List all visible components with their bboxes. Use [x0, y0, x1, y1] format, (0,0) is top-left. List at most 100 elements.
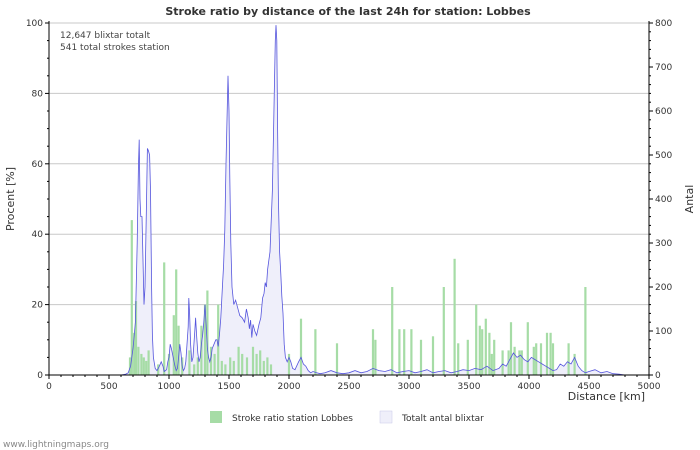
x-tick-label: 1000: [158, 382, 181, 392]
y-axis-left-label: Procent [%]: [4, 167, 17, 231]
bar-stroke-ratio: [245, 357, 249, 375]
bar-stroke-ratio: [177, 325, 180, 375]
area-fill-total-strokes: [121, 25, 625, 375]
bar-stroke-ratio: [128, 357, 132, 375]
bar-stroke-ratio: [188, 350, 191, 375]
bar-stroke-ratio: [203, 304, 207, 375]
bar-stroke-ratio: [259, 350, 262, 375]
bar-stroke-ratio: [269, 364, 273, 375]
y-left-tick-labels: 0 20 40 60 80 100: [26, 19, 43, 381]
annotation-station-strokes: 541 total strokes station: [60, 43, 170, 53]
y-left-tick-label: 20: [32, 301, 44, 311]
bar-stroke-ratio: [255, 353, 258, 375]
bar-stroke-ratio: [145, 360, 148, 375]
bar-stroke-ratio: [142, 357, 145, 375]
x-tick-label: 500: [100, 382, 117, 392]
bar-stroke-ratio: [287, 353, 291, 375]
bar-stroke-ratio: [535, 343, 538, 375]
bar-stroke-ratio: [220, 360, 223, 375]
y-left-tick-label: 80: [32, 89, 44, 99]
bar-stroke-ratio: [549, 332, 552, 375]
y-right-tick-label: 500: [655, 151, 672, 161]
y-right-tick-label: 100: [655, 327, 672, 337]
bar-stroke-ratio: [137, 346, 140, 375]
legend: Stroke ratio station Lobbes Totalt antal…: [210, 410, 484, 424]
y-right-tick-label: 800: [655, 19, 672, 29]
bar-stroke-ratio: [526, 322, 529, 375]
bar-stroke-ratio: [209, 346, 213, 375]
bar-stroke-ratio: [172, 315, 175, 375]
chart-title: Stroke ratio by distance of the last 24h…: [165, 5, 531, 18]
bar-stroke-ratio: [140, 353, 143, 375]
bar-stroke-ratio: [262, 360, 265, 375]
bar-stroke-ratio: [371, 329, 375, 375]
bar-stroke-ratio: [206, 290, 209, 375]
legend-swatch-stroke-ratio: [210, 411, 222, 423]
bar-stroke-ratio: [584, 287, 587, 375]
bar-stroke-ratio: [237, 346, 240, 375]
y-right-tick-labels: 0 100 200 300 400 500 600 700 800: [655, 19, 672, 381]
axes: [45, 21, 653, 379]
bar-stroke-ratio: [224, 364, 227, 375]
x-tick-label: 3000: [398, 382, 421, 392]
x-tick-label: 2000: [278, 382, 301, 392]
annotation-total-strokes: 12,647 blixtar totalt: [60, 31, 151, 41]
x-tick-label: 3500: [458, 382, 481, 392]
bar-stroke-ratio: [481, 329, 484, 375]
y-right-tick-label: 200: [655, 283, 672, 293]
bar-stroke-ratio: [134, 301, 138, 375]
bar-stroke-ratio: [391, 287, 394, 375]
bar-stroke-ratio: [232, 360, 235, 375]
bar-stroke-ratio: [539, 343, 543, 375]
legend-label-total-strokes: Totalt antal blixtar: [401, 414, 484, 424]
bar-stroke-ratio: [403, 329, 406, 375]
bar-stroke-ratio: [490, 353, 493, 375]
bar-stroke-ratio: [457, 343, 460, 375]
bar-series-layer: [128, 220, 587, 375]
bar-stroke-ratio: [157, 364, 160, 375]
x-tick-label: 2500: [338, 382, 361, 392]
bar-stroke-ratio: [200, 325, 203, 375]
bar-stroke-ratio: [314, 329, 317, 375]
line-series-layer: [120, 25, 626, 376]
y-left-tick-label: 0: [37, 371, 43, 381]
bar-stroke-ratio: [217, 304, 220, 375]
bar-stroke-ratio: [163, 262, 166, 375]
bar-stroke-ratio: [374, 339, 377, 375]
bar-stroke-ratio: [175, 269, 178, 375]
bar-stroke-ratio: [501, 350, 504, 375]
x-tick-label: 0: [46, 382, 52, 392]
bar-stroke-ratio: [509, 322, 513, 375]
bar-stroke-ratio: [442, 287, 445, 375]
bar-stroke-ratio: [567, 343, 570, 375]
bar-stroke-ratio: [466, 339, 469, 375]
bar-stroke-ratio: [475, 304, 478, 375]
bar-stroke-ratio: [520, 350, 523, 375]
bar-stroke-ratio: [478, 325, 481, 375]
bar-stroke-ratio: [513, 346, 516, 375]
y-left-tick-label: 100: [26, 19, 43, 29]
bar-stroke-ratio: [167, 353, 171, 375]
line-total-strokes: [120, 25, 626, 376]
bar-stroke-ratio: [410, 329, 413, 375]
x-axis-label: Distance [km]: [568, 390, 645, 403]
x-tick-label: 4000: [518, 382, 541, 392]
bar-stroke-ratio: [551, 343, 555, 375]
bar-stroke-ratio: [335, 343, 339, 375]
bar-stroke-ratio: [196, 357, 199, 375]
y-right-tick-label: 400: [655, 195, 672, 205]
x-tick-label: 4500: [578, 382, 601, 392]
x-tick-labels: 0 500 1000 1500 2000 2500 3000 3500 4000 4500 5000: [46, 382, 661, 392]
y-axis-right-label: Antal: [683, 185, 696, 214]
footer-credit: www.lightningmaps.org: [3, 440, 109, 450]
y-left-tick-label: 40: [32, 230, 44, 240]
bar-stroke-ratio: [130, 220, 133, 375]
bar-stroke-ratio: [241, 353, 244, 375]
bar-stroke-ratio: [545, 332, 549, 375]
legend-swatch-total-strokes: [379, 410, 393, 424]
bar-stroke-ratio: [398, 329, 401, 375]
bar-stroke-ratio: [532, 346, 535, 375]
bar-stroke-ratio: [133, 332, 136, 375]
y-right-tick-label: 300: [655, 239, 672, 249]
